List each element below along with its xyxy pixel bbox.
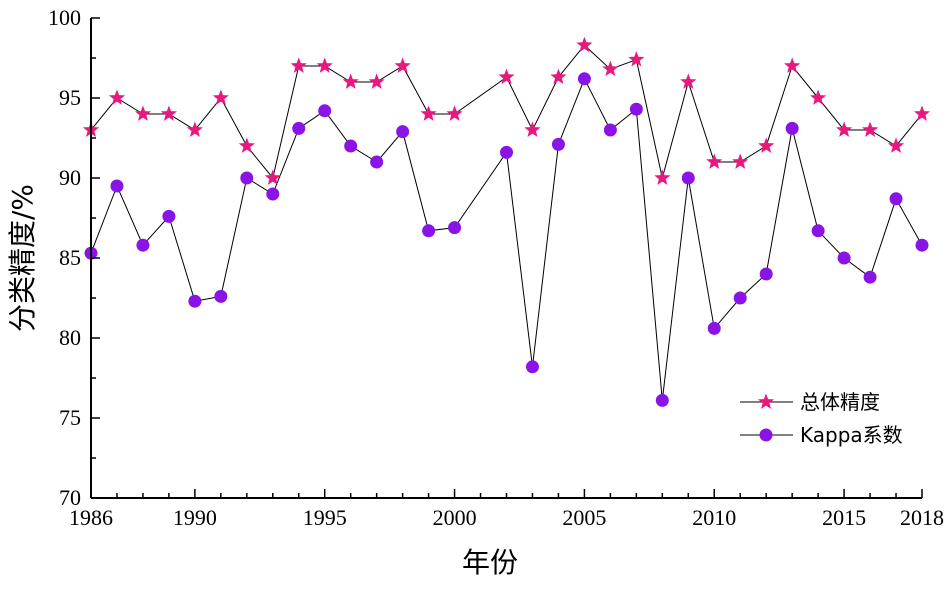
data-point-star bbox=[160, 105, 177, 121]
data-point-circle bbox=[370, 155, 384, 169]
data-point-star bbox=[420, 105, 437, 121]
data-point-circle bbox=[681, 171, 695, 185]
data-point-star bbox=[887, 137, 905, 153]
data-point-circle bbox=[733, 291, 747, 305]
series-line-2 bbox=[90, 77, 923, 401]
x-tick-label: 1995 bbox=[303, 505, 347, 530]
data-point-circle bbox=[136, 238, 150, 252]
y-tick-label: 75 bbox=[59, 405, 81, 430]
x-tick-label: 2015 bbox=[822, 505, 866, 530]
data-point-circle bbox=[214, 289, 228, 303]
data-point-star bbox=[342, 73, 359, 89]
data-point-circle bbox=[266, 187, 280, 201]
data-point-circle bbox=[292, 121, 306, 135]
data-point-circle bbox=[863, 270, 877, 284]
data-point-star bbox=[913, 105, 931, 121]
y-tick-label: 80 bbox=[59, 325, 81, 350]
data-point-star bbox=[186, 121, 203, 137]
data-point-star bbox=[498, 68, 515, 85]
legend: 总体精度 Kappa系数 bbox=[740, 390, 903, 447]
data-point-circle bbox=[837, 251, 851, 265]
data-point-star bbox=[706, 153, 723, 169]
data-point-star bbox=[290, 57, 307, 73]
data-point-circle bbox=[629, 102, 643, 116]
data-point-star bbox=[446, 105, 463, 121]
data-point-star bbox=[861, 121, 879, 137]
data-point-star bbox=[628, 51, 645, 67]
x-tick-label: 1990 bbox=[173, 505, 217, 530]
data-point-circle bbox=[707, 321, 721, 335]
x-tick-label: 2005 bbox=[562, 505, 606, 530]
x-tick-label: 2010 bbox=[692, 505, 736, 530]
y-tick-label: 70 bbox=[59, 485, 81, 510]
data-point-circle bbox=[448, 221, 462, 235]
data-point-circle bbox=[422, 224, 436, 238]
y-tick-label: 90 bbox=[59, 165, 81, 190]
y-tick-label: 95 bbox=[59, 85, 81, 110]
data-point-circle bbox=[162, 209, 176, 223]
data-point-star bbox=[524, 121, 541, 137]
data-point-star bbox=[758, 137, 775, 153]
data-point-circle bbox=[110, 179, 124, 193]
data-point-star bbox=[394, 57, 411, 73]
x-tick-label: 2018 bbox=[900, 505, 944, 530]
data-point-circle bbox=[655, 393, 669, 407]
data-point-star bbox=[212, 89, 229, 105]
series-lines bbox=[90, 44, 923, 401]
data-point-star bbox=[836, 121, 853, 137]
data-point-star bbox=[238, 137, 255, 153]
tick-labels: 70 75 80 85 90 95 100 1986 1990 1995 2000 2005 2010 2… bbox=[48, 5, 944, 530]
data-point-star bbox=[810, 89, 827, 105]
data-point-circle bbox=[915, 238, 929, 252]
data-point-circle bbox=[318, 104, 332, 118]
y-tick-label: 85 bbox=[59, 245, 81, 270]
legend-circle-marker bbox=[759, 428, 773, 442]
y-axis-title: 分类精度/% bbox=[6, 184, 39, 332]
axes bbox=[90, 17, 923, 499]
data-point-circle bbox=[889, 192, 903, 206]
data-point-circle bbox=[759, 267, 773, 281]
data-point-circle bbox=[785, 121, 799, 135]
data-point-star bbox=[680, 73, 697, 89]
data-point-star bbox=[134, 105, 152, 121]
x-tick-label: 2000 bbox=[433, 505, 477, 530]
data-point-star bbox=[784, 57, 801, 73]
data-point-circle bbox=[240, 171, 254, 185]
series-markers bbox=[82, 36, 931, 407]
data-point-star bbox=[576, 36, 593, 53]
data-point-circle bbox=[811, 224, 825, 238]
x-tick-label: 1986 bbox=[69, 505, 113, 530]
data-point-circle bbox=[344, 139, 358, 153]
data-point-star bbox=[732, 153, 749, 169]
legend-star-marker bbox=[757, 393, 775, 409]
data-point-circle bbox=[603, 123, 617, 137]
data-point-circle bbox=[188, 294, 202, 308]
x-axis-title: 年份 bbox=[462, 546, 518, 579]
data-point-star bbox=[108, 89, 126, 105]
data-point-star bbox=[602, 60, 619, 77]
legend-label: 总体精度 bbox=[800, 390, 880, 414]
data-point-circle bbox=[500, 145, 513, 159]
data-point-star bbox=[368, 73, 385, 89]
data-point-circle bbox=[396, 125, 410, 139]
data-point-star bbox=[264, 169, 281, 185]
data-point-star bbox=[654, 169, 671, 185]
series-line-1 bbox=[90, 44, 923, 180]
y-tick-label: 100 bbox=[48, 5, 81, 30]
data-point-circle bbox=[577, 72, 591, 86]
data-point-star bbox=[316, 57, 333, 73]
data-point-circle bbox=[525, 360, 539, 374]
data-point-star bbox=[550, 68, 567, 85]
legend-label: Kappa系数 bbox=[800, 423, 903, 447]
data-point-circle bbox=[551, 137, 565, 151]
